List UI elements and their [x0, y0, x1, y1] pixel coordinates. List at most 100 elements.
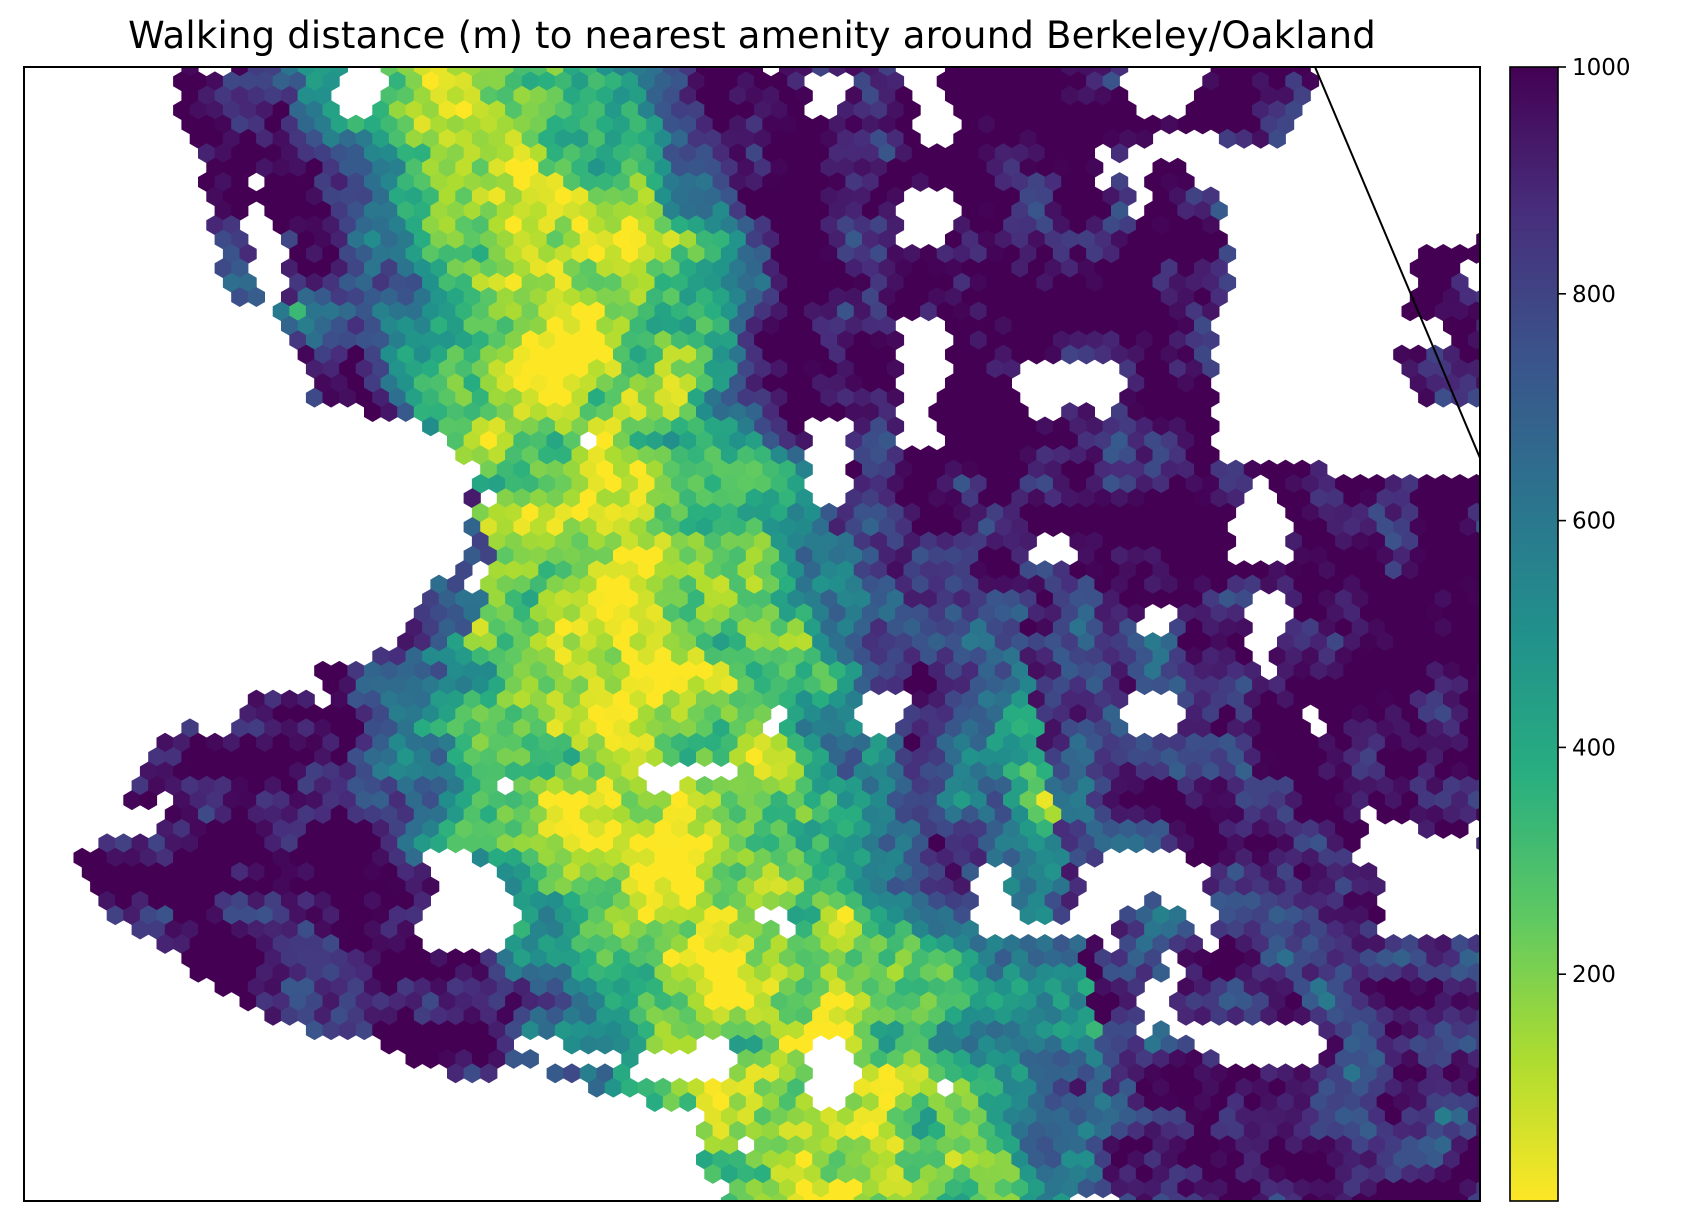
hexbin-cell — [1003, 445, 1021, 466]
hexbin-cell — [1086, 445, 1104, 466]
hexbin-cell — [812, 574, 830, 595]
hexbin-cell — [969, 416, 988, 437]
hexbin-cell — [1384, 704, 1403, 724]
hexbin-cell — [1019, 244, 1037, 264]
hexbin-cell — [1467, 617, 1480, 638]
hexbin-cell — [388, 272, 407, 293]
hexbin-cell — [986, 215, 1004, 236]
hexbin-cell — [1434, 560, 1452, 581]
hexbin-cell — [1036, 589, 1054, 609]
hexbin-cell — [1326, 574, 1344, 595]
hexbin-cell — [862, 545, 880, 566]
hexbin-cell — [380, 747, 398, 767]
hexbin-cell — [1268, 128, 1286, 149]
hexbin-cell — [662, 459, 680, 480]
hexbin-cell — [1210, 775, 1228, 796]
hexbin-cell — [978, 287, 996, 307]
hexbin-cell — [305, 819, 324, 839]
hexbin-cell — [870, 301, 888, 322]
hexbin-cell — [588, 215, 606, 236]
hexbin-cell — [222, 215, 241, 236]
hexbin-cell — [397, 315, 415, 336]
hexbin-cell — [397, 373, 415, 394]
hexbin-cell — [696, 229, 714, 250]
hexbin-cell — [1202, 761, 1220, 782]
hexbin-cell — [256, 100, 274, 121]
hexbin-cell — [870, 617, 888, 638]
hexbin-cell — [1451, 560, 1469, 581]
hexbin-cell — [637, 732, 656, 753]
hexbin-cell — [1343, 747, 1361, 767]
hexbin-cell — [198, 833, 216, 854]
hexbin-cell — [770, 215, 788, 236]
hexbin-cell — [1044, 85, 1062, 106]
hexbin-cell — [1185, 560, 1203, 581]
hexbin-cell — [654, 301, 672, 322]
hexbin-cell — [1086, 617, 1104, 638]
hexbin-cell — [1177, 229, 1195, 250]
hexbin-cell — [1036, 100, 1054, 121]
hexbin-cell — [820, 646, 838, 667]
hexbin-cell — [787, 819, 805, 839]
hexbin-cell — [1343, 689, 1361, 710]
hexbin-cell — [870, 589, 888, 609]
hexbin-cell — [779, 114, 797, 135]
hexbin-cell — [870, 732, 888, 753]
hexbin-cell — [571, 560, 589, 581]
hexbin-cell — [1210, 574, 1228, 595]
hexbin-cell — [1235, 790, 1253, 811]
hexbin-cell — [845, 660, 863, 681]
hexbin-cell — [1235, 646, 1253, 667]
hexbin-cell — [1218, 819, 1237, 839]
hexbin-cell — [430, 603, 448, 624]
hexbin-cell — [637, 531, 656, 552]
hexbin-cell — [687, 732, 705, 753]
hexbin-cell — [1094, 229, 1112, 250]
hexbin-cell — [579, 747, 597, 767]
hexbin-cell — [994, 804, 1012, 825]
hexbin-cell — [646, 545, 664, 566]
hexbin-cell — [173, 71, 191, 92]
hexbin-cell — [637, 445, 656, 466]
hexbin-cell — [1426, 804, 1444, 825]
hexbin-cell — [1028, 775, 1046, 796]
hexbin-cell — [737, 589, 755, 609]
hexbin-cell — [471, 387, 490, 408]
hexbin-cell — [604, 589, 622, 609]
hexbin-cell — [1218, 531, 1237, 552]
hexbin-cell — [546, 574, 564, 595]
hexbin-cell — [1177, 402, 1195, 422]
hexbin-cell — [380, 660, 398, 681]
hexbin-cell — [1003, 531, 1021, 552]
hexbin-cell — [895, 747, 913, 767]
hexbin-cell — [1152, 675, 1170, 696]
hexbin-cell — [729, 258, 747, 279]
hexbin-cell — [687, 128, 705, 149]
hexbin-cell — [413, 747, 431, 767]
hexbin-cell — [563, 229, 581, 250]
hexbin-cell — [571, 416, 589, 437]
hexbin-cell — [662, 747, 680, 767]
hexbin-cell — [862, 85, 880, 106]
hexbin-cell — [1135, 474, 1154, 494]
hexbin-cell — [720, 100, 739, 121]
hexbin-cell — [1277, 718, 1295, 739]
hexbin-cell — [1019, 157, 1037, 178]
hexbin-cell — [1144, 545, 1162, 566]
hexbin-cell — [903, 790, 921, 811]
hexbin-cell — [1301, 646, 1320, 667]
hexbin-cell — [289, 272, 307, 293]
hexbin-cell — [1202, 675, 1220, 696]
hexbin-cell — [1409, 804, 1427, 825]
hexbin-cell — [1003, 157, 1021, 178]
hexbin-cell — [629, 747, 647, 767]
hexbin-cell — [1451, 272, 1469, 293]
hexbin-cell — [1218, 71, 1237, 92]
hexbin-cell — [613, 172, 631, 192]
hexbin-cell — [613, 804, 631, 825]
hexbin-cell — [1360, 660, 1378, 681]
hexbin-cell — [148, 775, 166, 796]
hexbin-cell — [853, 819, 871, 839]
hexbin-cell — [289, 301, 307, 322]
hexbin-cell — [546, 1063, 564, 1084]
